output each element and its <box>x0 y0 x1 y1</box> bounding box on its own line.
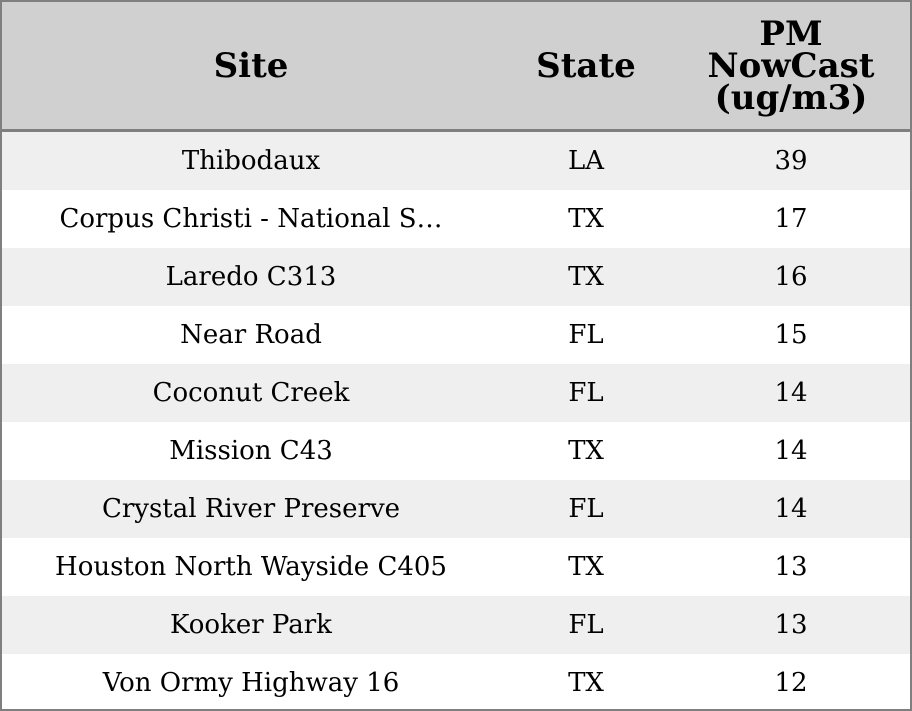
cell-pm-value: 14 <box>774 436 808 466</box>
cell-pm-value: 39 <box>774 146 808 176</box>
column-header-pm-line-3: (ug/m3) <box>714 77 868 118</box>
cell-site: Von Ormy Highway 16 <box>102 668 400 698</box>
cell-state: TX <box>568 668 604 698</box>
cell-state: TX <box>568 436 604 466</box>
cell-site: Corpus Christi - National S… <box>59 204 443 234</box>
table-row: Thibodaux LA 39 <box>2 132 910 190</box>
cell-state: LA <box>567 146 605 176</box>
column-header-pm-nowcast-label: PM NowCast (ug/m3) <box>707 13 875 118</box>
cell-pm-value: 16 <box>774 262 808 292</box>
cell-pm-value: 13 <box>774 610 808 640</box>
column-header-site-label: Site <box>213 45 289 86</box>
table-header-row: Site State PM NowCast (ug/m3) <box>2 2 910 132</box>
table-body: Thibodaux LA 39 Corpus Christi - National S… <box>2 132 910 709</box>
column-header-pm-nowcast: PM NowCast (ug/m3) <box>672 2 910 129</box>
cell-state: TX <box>568 262 604 292</box>
cell-state: FL <box>568 610 604 640</box>
cell-state: FL <box>568 494 604 524</box>
column-header-pm-line-1: PM <box>759 13 823 54</box>
column-header-state: State <box>500 2 672 129</box>
cell-site: Mission C43 <box>169 436 333 466</box>
cell-pm-value: 13 <box>774 552 808 582</box>
table-row: Houston North Wayside C405 TX 13 <box>2 538 910 596</box>
column-header-site: Site <box>2 2 500 129</box>
table-row: Mission C43 TX 14 <box>2 422 910 480</box>
cell-pm-value: 17 <box>774 204 808 234</box>
cell-site: Houston North Wayside C405 <box>55 552 447 582</box>
cell-site: Kooker Park <box>170 610 332 640</box>
cell-site: Crystal River Preserve <box>101 494 401 524</box>
table-row: Kooker Park FL 13 <box>2 596 910 654</box>
column-header-pm-line-2: NowCast <box>707 45 875 86</box>
cell-pm-value: 12 <box>774 668 808 698</box>
table-row: Laredo C313 TX 16 <box>2 248 910 306</box>
column-header-state-label: State <box>536 45 636 86</box>
cell-pm-value: 15 <box>774 320 808 350</box>
cell-site: Near Road <box>180 320 322 350</box>
cell-state: FL <box>568 320 604 350</box>
table-row: Coconut Creek FL 14 <box>2 364 910 422</box>
cell-site: Thibodaux <box>181 146 321 176</box>
cell-pm-value: 14 <box>774 378 808 408</box>
table-row: Von Ormy Highway 16 TX 12 <box>2 654 910 709</box>
cell-state: TX <box>568 204 604 234</box>
cell-state: TX <box>568 552 604 582</box>
cell-site: Laredo C313 <box>165 262 337 292</box>
cell-state: FL <box>568 378 604 408</box>
cell-pm-value: 14 <box>774 494 808 524</box>
table-row: Corpus Christi - National S… TX 17 <box>2 190 910 248</box>
table-row: Crystal River Preserve FL 14 <box>2 480 910 538</box>
table-row: Near Road FL 15 <box>2 306 910 364</box>
cell-site: Coconut Creek <box>152 378 350 408</box>
